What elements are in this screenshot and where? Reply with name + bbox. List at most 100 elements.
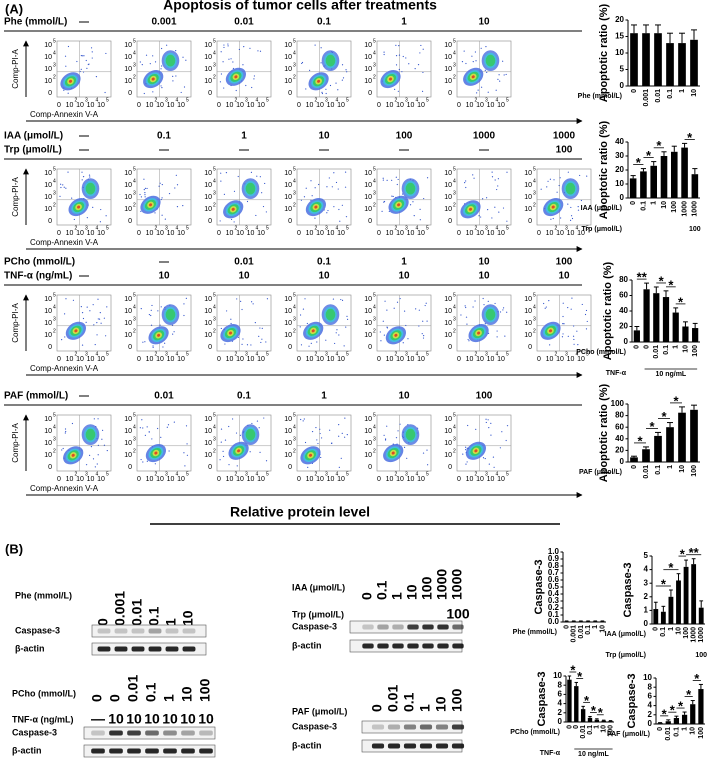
flow-event — [90, 47, 93, 49]
flow-y-tick: 10 — [44, 332, 52, 339]
flow-event — [174, 187, 176, 189]
flow-event — [405, 57, 407, 59]
flow-event — [345, 216, 348, 218]
y-tick-label: 0.8 — [548, 561, 560, 570]
y-tick-label: 1 — [644, 606, 649, 615]
flow-y-tick: 10 — [524, 170, 532, 177]
flow-x-tick-exp: 4 — [496, 97, 499, 103]
flow-event — [97, 444, 99, 446]
flow-event — [152, 91, 154, 93]
flow-x-tick: 10 — [146, 230, 154, 237]
dose-label: 1000 — [553, 131, 576, 142]
flow-event — [548, 300, 550, 302]
y-tick-label: 6 — [558, 690, 563, 699]
flow-event — [62, 447, 64, 450]
flow-event — [570, 206, 572, 209]
flow-x-tick-exp: 2 — [75, 225, 78, 231]
flow-y-tick: 10 — [284, 66, 292, 73]
bar — [682, 326, 689, 342]
flow-event — [562, 302, 564, 304]
flow-event — [154, 463, 156, 465]
flow-x-tick-exp: 3 — [165, 225, 168, 231]
flow-y-tick-exp: 2 — [53, 74, 56, 80]
flow-y-tick: 0 — [368, 90, 372, 97]
flow-event — [151, 304, 153, 307]
flow-y-tick: 10 — [204, 320, 212, 327]
flow-event — [243, 46, 245, 48]
flow-density — [154, 451, 158, 455]
flow-event — [106, 306, 108, 308]
flow-event — [395, 44, 397, 46]
flow-density — [308, 453, 313, 457]
flow-event — [101, 438, 103, 440]
flow-event — [73, 218, 75, 221]
flow-density — [551, 205, 555, 209]
flow-event — [391, 195, 393, 197]
flow-x-tick: 10 — [177, 356, 185, 363]
flow-event — [418, 309, 420, 311]
flow-event — [141, 419, 143, 421]
flow-x-tick-exp: 2 — [555, 351, 558, 357]
blot-band — [199, 730, 213, 736]
flow-x-tick-exp: 5 — [586, 351, 589, 357]
flow-event — [506, 171, 508, 173]
flow-event — [60, 183, 62, 185]
flow-event — [64, 336, 66, 338]
flow-y-tick-exp: 2 — [293, 74, 296, 80]
flow-event — [171, 324, 174, 326]
flow-y-tick-exp: 5 — [53, 38, 56, 44]
flow-y-tick-exp: 2 — [133, 202, 136, 208]
dose-label: 0.1 — [146, 606, 162, 626]
flow-event — [65, 430, 67, 433]
flow-event — [64, 432, 66, 434]
flow-event — [426, 320, 428, 322]
flow-x-tick: 10 — [247, 102, 255, 109]
y-tick-label: 10 — [615, 179, 624, 188]
flow-y-tick: 10 — [44, 416, 52, 423]
flow-plot — [216, 40, 272, 98]
flow-event — [185, 59, 187, 61]
flow-x-tick-exp: 4 — [256, 97, 259, 103]
flow-y-tick: 10 — [204, 170, 212, 177]
dose-label: 0.01 — [125, 675, 141, 702]
flow-event — [562, 333, 564, 335]
flow-event — [220, 441, 222, 443]
bar — [594, 719, 600, 722]
flow-x-tick: 10 — [306, 356, 314, 363]
flow-x-tick: 10 — [97, 102, 105, 109]
flow-density — [317, 79, 321, 83]
flow-event — [341, 79, 343, 81]
flow-x-tick-exp: 3 — [85, 225, 88, 231]
y-tick-label: 4 — [558, 699, 563, 708]
flow-event — [480, 47, 482, 49]
significance-mark: ** — [637, 270, 648, 285]
flow-event — [498, 211, 500, 213]
dose-label: 0.001 — [151, 17, 176, 28]
flow-event — [577, 343, 579, 346]
flow-x-tick-exp: 5 — [186, 471, 189, 477]
flow-event — [464, 305, 466, 307]
x-tick-label: 0.1 — [640, 201, 647, 211]
flow-x-tick-exp: 4 — [416, 351, 419, 357]
flow-x-tick: 10 — [327, 356, 335, 363]
flow-x-tick-exp: 5 — [186, 351, 189, 357]
flow-event — [329, 429, 331, 431]
flow-x-tick: 10 — [396, 476, 404, 483]
flow-event — [263, 417, 265, 419]
flow-event — [310, 180, 312, 182]
flow-event — [307, 466, 309, 469]
flow-plot — [456, 40, 512, 98]
blot-band — [165, 628, 179, 634]
flow-x-tick-exp: 5 — [346, 351, 349, 357]
flow-event — [475, 60, 477, 62]
flow-event — [396, 301, 399, 303]
flow-x-tick-exp: 2 — [235, 225, 238, 231]
flow-event — [228, 464, 230, 466]
flow-event — [419, 52, 421, 54]
flow-event — [545, 306, 547, 308]
dose-label: 1 — [401, 17, 407, 28]
bar — [668, 596, 674, 624]
flow-event — [586, 175, 588, 177]
flow-event — [333, 172, 335, 174]
bar — [578, 621, 584, 622]
